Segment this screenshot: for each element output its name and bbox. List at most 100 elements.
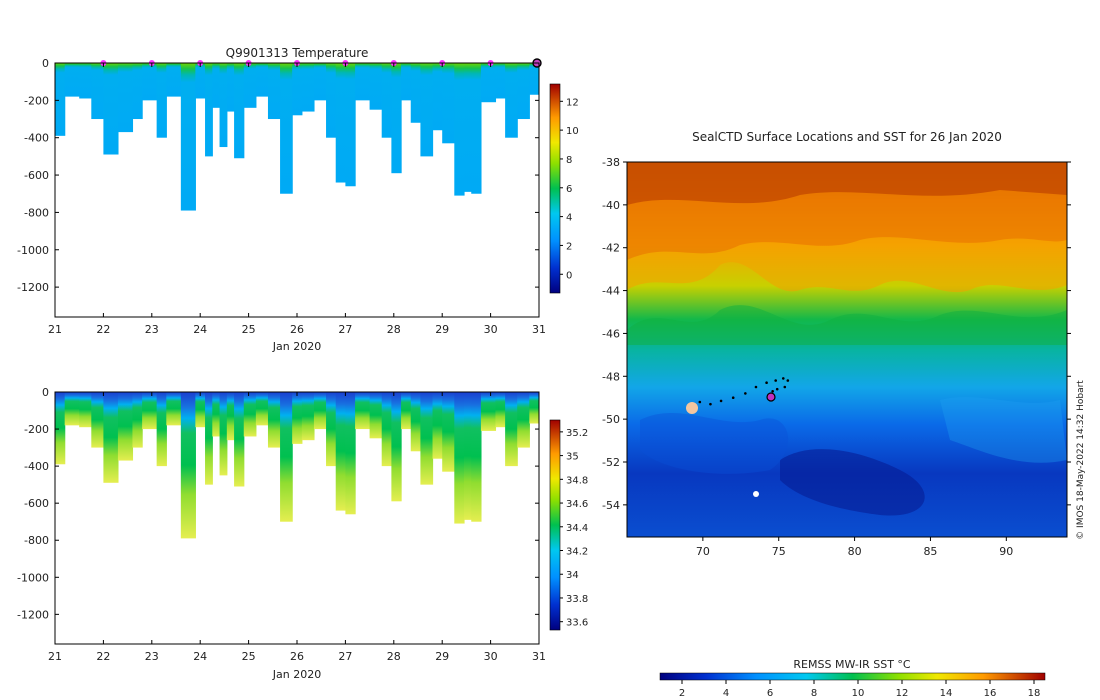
seal-track-point bbox=[754, 385, 758, 389]
colorbar-tick-label: 34.8 bbox=[566, 475, 588, 486]
temperature-x-axis-label: Jan 2020 bbox=[272, 340, 321, 353]
seal-track-point bbox=[775, 387, 779, 391]
sst-map-panel: SealCTD Surface Locations and SST for 26… bbox=[602, 130, 1071, 699]
salinity-profile-column bbox=[234, 392, 245, 487]
salinity-profile-column bbox=[64, 392, 80, 426]
temperature-profile-column bbox=[267, 63, 281, 120]
temperature-y-tick-label: -600 bbox=[24, 169, 49, 182]
temperature-profile-column bbox=[355, 63, 371, 101]
salinity-profile-column bbox=[156, 392, 167, 467]
salinity-profile-column bbox=[79, 392, 92, 428]
sst-colorbar-tick-label: 16 bbox=[984, 688, 997, 699]
colorbar-tick-label: 34.4 bbox=[566, 523, 588, 534]
temperature-y-tick-label: 0 bbox=[42, 57, 49, 70]
salinity-profile-column bbox=[219, 392, 228, 476]
sst-map-title: SealCTD Surface Locations and SST for 26… bbox=[692, 130, 1002, 144]
temperature-profile-column bbox=[505, 63, 518, 138]
salinity-profile-column bbox=[243, 392, 257, 437]
colorbar-tick-label: 10 bbox=[566, 126, 579, 137]
sst-field bbox=[627, 162, 1067, 537]
temperature-profile-column bbox=[195, 63, 206, 99]
temperature-profile-column bbox=[301, 63, 315, 112]
sst-colorbar bbox=[659, 672, 1046, 681]
seal-track-point bbox=[709, 402, 712, 406]
sst-map-y-tick-label: -42 bbox=[602, 242, 620, 255]
land-patch-heard-island bbox=[686, 402, 698, 414]
salinity-profile-column bbox=[212, 392, 221, 437]
temperature-y-tick-label: -400 bbox=[24, 132, 49, 145]
sst-colorbar-tick-label: 12 bbox=[896, 688, 909, 699]
temperature-profile-column bbox=[463, 63, 472, 192]
temperature-profile-column bbox=[292, 63, 303, 116]
sst-map-frame bbox=[626, 161, 1068, 538]
salinity-x-tick-label: 21 bbox=[48, 650, 62, 663]
temperature-profile-column bbox=[326, 63, 337, 138]
temperature-profile-column bbox=[369, 63, 383, 110]
temperature-x-tick-label: 25 bbox=[242, 323, 256, 336]
temperature-profile-column bbox=[166, 63, 182, 97]
imos-credit: © IMOS 18-May-2022 14:32 Hobart bbox=[1076, 380, 1086, 540]
salinity-x-tick-label: 25 bbox=[242, 650, 256, 663]
temperature-profile-column bbox=[454, 63, 465, 196]
colorbar-tick-label: 34 bbox=[566, 570, 579, 581]
temperature-y-axis: 0 -200 -400 -600 -800 -1000 -1200 bbox=[17, 57, 539, 294]
colorbar-tick-label: 2 bbox=[566, 241, 572, 252]
seal-track bbox=[698, 377, 790, 406]
colorbar-tick-label: 35 bbox=[566, 452, 579, 463]
salinity-profile-column bbox=[432, 392, 443, 459]
sst-map-x-tick-label: 75 bbox=[772, 545, 786, 558]
salinity-profile-column bbox=[91, 392, 104, 448]
seal-track-point bbox=[771, 389, 774, 393]
temperature-profile-column bbox=[480, 63, 497, 103]
temperature-x-tick-label: 23 bbox=[145, 323, 159, 336]
sst-map-y-axis: -38 -40 -42 -44 -46 -48 -50 -52 -54 bbox=[602, 156, 1071, 512]
salinity-colorbar-ticks: 33.6 33.8 34 34.2 34.4 34.6 34.8 35 35.2 bbox=[560, 428, 588, 629]
salinity-colorbar bbox=[549, 419, 561, 631]
temperature-profile-column bbox=[420, 63, 434, 157]
salinity-y-tick-label: -800 bbox=[24, 534, 49, 547]
salinity-x-tick-label: 27 bbox=[338, 650, 352, 663]
temperature-y-tick-label: -1200 bbox=[17, 281, 49, 294]
salinity-y-tick-label: 0 bbox=[42, 386, 49, 399]
temperature-section-panel: Q9901313 Temperature 0 -200 -400 -600 -800 -1… bbox=[17, 46, 579, 353]
salinity-profile-column bbox=[420, 392, 434, 485]
salinity-profile-column bbox=[267, 392, 281, 448]
colorbar-tick-label: 12 bbox=[566, 97, 579, 108]
salinity-y-axis: 0 -200 -400 -600 -800 -1000 -1200 bbox=[17, 386, 539, 621]
salinity-profile-column bbox=[292, 392, 303, 444]
salinity-x-tick-label: 31 bbox=[532, 650, 546, 663]
salinity-y-tick-label: -1000 bbox=[17, 571, 49, 584]
temperature-profile-column bbox=[335, 63, 346, 183]
salinity-profile-column bbox=[180, 392, 196, 539]
temperature-x-tick-label: 26 bbox=[290, 323, 304, 336]
sst-map-x-axis: 70 75 80 85 90 bbox=[696, 537, 1013, 558]
salinity-x-tick-label: 28 bbox=[387, 650, 401, 663]
temperature-profile-column bbox=[471, 63, 482, 194]
colorbar-tick-label: 0 bbox=[566, 270, 572, 281]
temperature-colorbar-ticks: 0 2 4 6 8 10 12 bbox=[560, 97, 579, 281]
salinity-profile-column bbox=[226, 392, 235, 441]
temperature-profile-column bbox=[410, 63, 422, 123]
colorbar-tick-label: 34.6 bbox=[566, 499, 588, 510]
salinity-profile-column bbox=[335, 392, 346, 511]
salinity-y-tick-label: -400 bbox=[24, 460, 49, 473]
temperature-profile-column bbox=[55, 63, 66, 136]
temperature-profile-column bbox=[442, 63, 455, 144]
temperature-profiles bbox=[55, 63, 539, 211]
temperature-profile-column bbox=[205, 63, 213, 157]
sst-map-y-tick-label: -50 bbox=[602, 413, 620, 426]
temperature-x-tick-label: 30 bbox=[484, 323, 498, 336]
salinity-profile-column bbox=[391, 392, 402, 502]
salinity-profiles bbox=[55, 392, 539, 539]
temperature-profile-column bbox=[391, 63, 402, 174]
salinity-profile-column bbox=[205, 392, 213, 485]
temperature-x-tick-label: 22 bbox=[96, 323, 110, 336]
temperature-profile-column bbox=[345, 63, 356, 187]
sst-colorbar-tick-label: 4 bbox=[723, 688, 729, 699]
sst-map-y-tick-label: -40 bbox=[602, 199, 620, 212]
salinity-x-tick-label: 23 bbox=[145, 650, 159, 663]
temperature-profile-column bbox=[255, 63, 269, 97]
temperature-profile-column bbox=[132, 63, 143, 120]
sst-colorbar-tick-label: 2 bbox=[679, 688, 685, 699]
